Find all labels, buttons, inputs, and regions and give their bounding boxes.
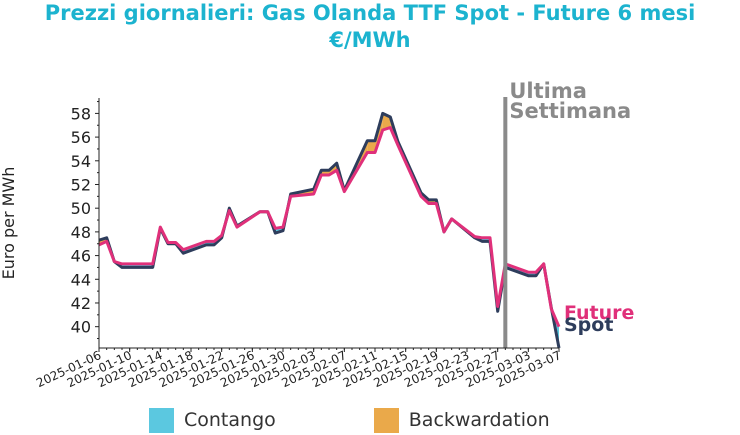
backwardation-fill-segment	[367, 141, 375, 153]
y-tick-label: 52	[71, 175, 91, 194]
spread-fill-layer	[99, 113, 559, 348]
y-tick-label: 50	[71, 199, 91, 218]
legend-label-contango: Contango	[184, 409, 276, 431]
y-tick-label: 46	[71, 247, 91, 266]
legend-swatch-backwardation	[374, 408, 399, 433]
y-tick-label: 40	[71, 318, 91, 337]
y-tick-label: 48	[71, 223, 91, 242]
y-tick-label: 42	[71, 294, 91, 313]
legend-swatch-contango	[149, 408, 174, 433]
spot-series-line	[99, 113, 559, 348]
spot-end-label: Spot	[564, 314, 613, 336]
axes-layer: 404244464850525456582025-01-062025-01-10…	[34, 98, 563, 390]
y-tick-label: 58	[71, 104, 91, 123]
y-tick-label: 44	[71, 270, 91, 289]
last-week-label-line2: Settimana	[509, 99, 631, 123]
legend-label-backwardation: Backwardation	[409, 409, 550, 431]
y-tick-label: 56	[71, 128, 91, 147]
y-axis-label: Euro per MWh	[0, 167, 18, 280]
y-tick-label: 54	[71, 152, 91, 171]
legend: Contango Backwardation	[149, 405, 550, 435]
series-lines-layer	[99, 113, 559, 348]
future-series-line	[99, 128, 559, 327]
